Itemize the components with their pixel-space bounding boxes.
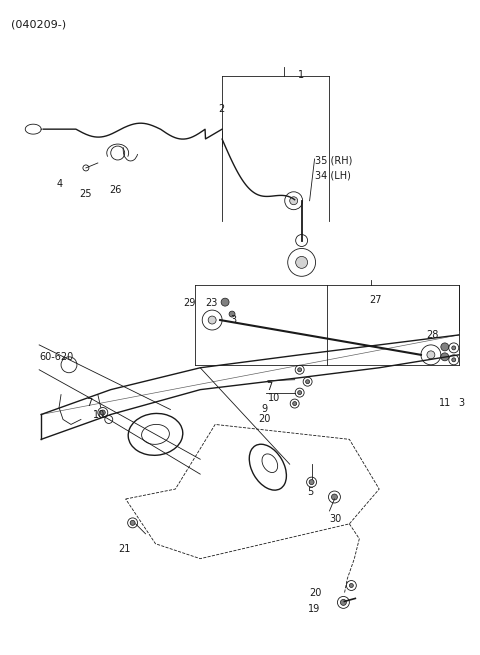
Circle shape: [332, 494, 337, 500]
Text: 5: 5: [308, 487, 314, 497]
Text: 4: 4: [56, 179, 62, 189]
Text: (040209-): (040209-): [12, 20, 66, 29]
Text: 11: 11: [439, 398, 451, 407]
Text: 3: 3: [459, 398, 465, 407]
Text: 34 (LH): 34 (LH): [314, 171, 350, 181]
Text: 60-620: 60-620: [39, 352, 73, 362]
Text: 7: 7: [266, 382, 272, 392]
Circle shape: [340, 599, 347, 605]
Circle shape: [229, 311, 235, 317]
Text: 3: 3: [230, 315, 236, 325]
Circle shape: [452, 346, 456, 350]
Circle shape: [298, 390, 301, 394]
Text: 27: 27: [369, 295, 382, 305]
Circle shape: [221, 298, 229, 306]
Text: 10: 10: [93, 409, 105, 419]
Circle shape: [427, 351, 435, 359]
Circle shape: [306, 380, 310, 384]
Text: 29: 29: [183, 298, 195, 308]
Circle shape: [441, 353, 449, 361]
Circle shape: [296, 256, 308, 269]
Text: 23: 23: [205, 298, 217, 308]
Circle shape: [309, 479, 314, 485]
Circle shape: [208, 316, 216, 324]
Text: 21: 21: [119, 544, 131, 553]
Circle shape: [349, 584, 353, 588]
Text: 30: 30: [329, 514, 342, 524]
Circle shape: [452, 358, 456, 362]
Circle shape: [290, 196, 298, 205]
Circle shape: [298, 367, 301, 372]
Circle shape: [100, 410, 105, 415]
Circle shape: [296, 234, 308, 246]
Text: 10: 10: [268, 392, 280, 403]
Text: 26: 26: [109, 185, 121, 195]
Text: 7: 7: [86, 398, 92, 407]
Circle shape: [83, 165, 89, 171]
Text: 19: 19: [308, 605, 320, 614]
Text: 28: 28: [426, 330, 438, 340]
Text: 25: 25: [79, 189, 91, 199]
Text: 1: 1: [298, 69, 304, 79]
Circle shape: [441, 343, 449, 351]
Text: 9: 9: [262, 403, 268, 413]
Text: 20: 20: [310, 588, 322, 599]
Text: 35 (RH): 35 (RH): [314, 156, 352, 166]
Circle shape: [293, 402, 297, 405]
Text: 20: 20: [258, 415, 270, 424]
Circle shape: [130, 520, 135, 525]
Text: 2: 2: [218, 104, 224, 115]
